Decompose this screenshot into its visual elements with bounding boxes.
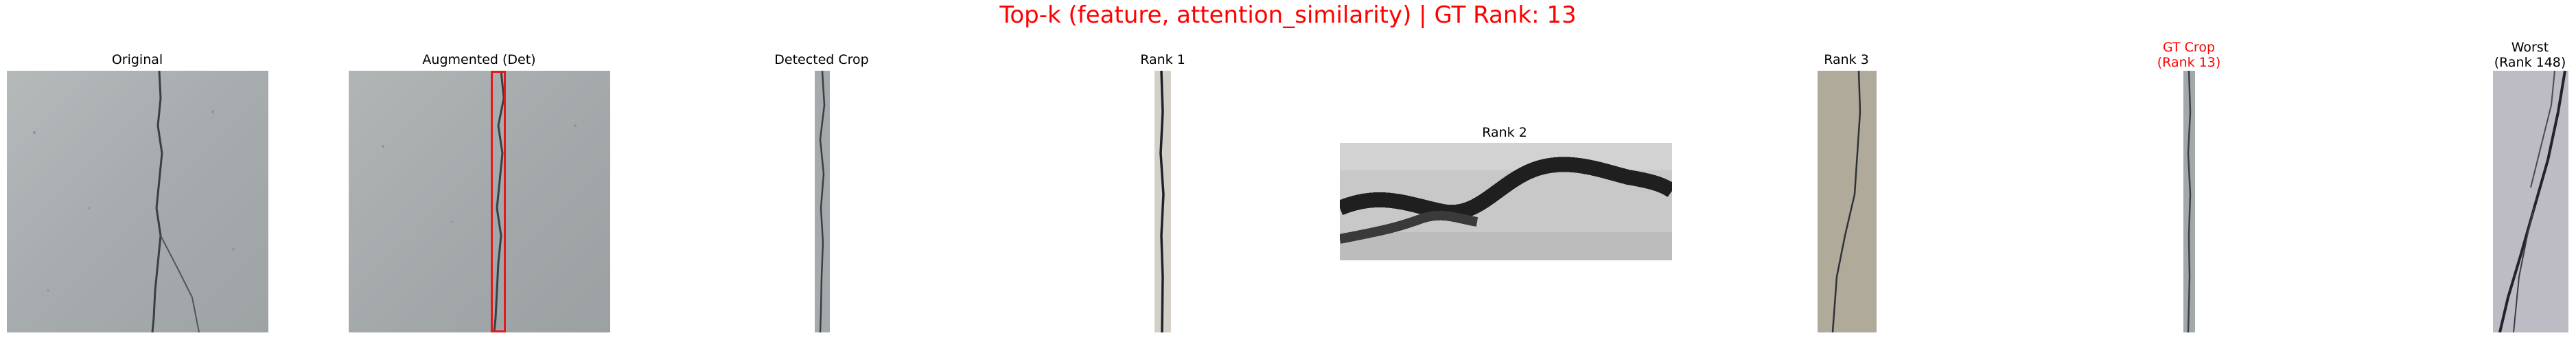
panel-title-augmented: Augmented (Det) [422,52,536,67]
worst-title-line-1: Worst [2511,40,2549,55]
panel-title-gt-crop: GT Crop (Rank 13) [2157,40,2221,70]
panel-title-rank-1: Rank 1 [1140,52,1185,67]
rank-3-image [1818,71,1877,332]
detection-bounding-box [491,71,506,332]
worst-image [2493,71,2568,332]
rank-2-image [1340,143,1672,260]
panel-title-detected-crop: Detected Crop [774,52,869,67]
gt-crop-title-line-1: GT Crop [2162,40,2216,55]
detected-crop-image [815,71,830,332]
gt-crop-title-line-2: (Rank 13) [2157,55,2221,70]
figure-suptitle: Top-k (feature, attention_similarity) | … [999,1,1577,29]
panel-title-original: Original [111,52,163,67]
rank-1-image [1154,71,1171,332]
panel-title-rank-3: Rank 3 [1824,52,1869,67]
original-image [7,71,268,332]
augmented-image [349,71,610,332]
panel-title-rank-2: Rank 2 [1482,125,1527,140]
panel-title-worst: Worst (Rank 148) [2494,40,2566,70]
worst-title-line-2: (Rank 148) [2494,55,2566,70]
gt-crop-image [2183,71,2195,332]
